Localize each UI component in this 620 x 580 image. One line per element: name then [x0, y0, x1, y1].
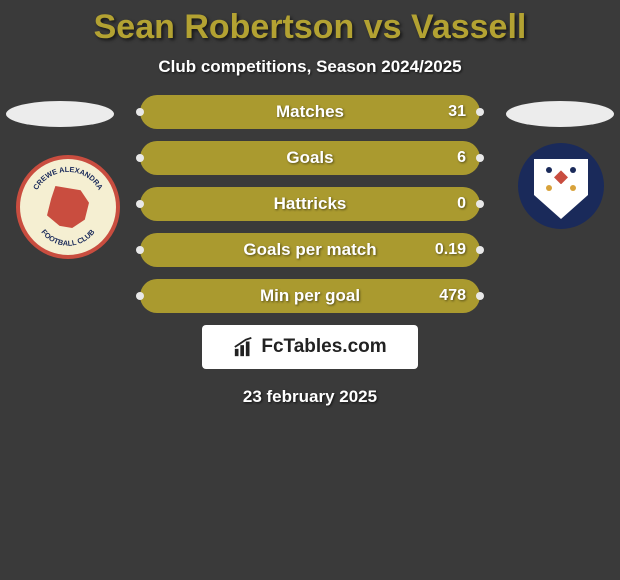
chart-icon	[233, 336, 255, 358]
crest-left-top-text: CREWE ALEXANDRA	[31, 165, 105, 192]
content-area: CREWE ALEXANDRA FOOTBALL CLUB Matches 31	[0, 95, 620, 407]
footer-date: 23 february 2025	[0, 387, 620, 407]
stat-row-mpg: Min per goal 478	[140, 279, 480, 313]
row-left-cap	[136, 154, 144, 162]
shield-dot	[570, 167, 576, 173]
stat-row-gpm: Goals per match 0.19	[140, 233, 480, 267]
brand-text: FcTables.com	[261, 336, 386, 358]
stat-value-right: 31	[448, 103, 466, 121]
left-club-crest: CREWE ALEXANDRA FOOTBALL CLUB	[16, 155, 120, 259]
stat-rows: Matches 31 Goals 6 Hattricks 0 Goals per…	[140, 95, 480, 313]
subtitle: Club competitions, Season 2024/2025	[0, 57, 620, 77]
row-right-cap	[476, 154, 484, 162]
stat-label: Goals per match	[243, 240, 376, 260]
stat-value-right: 478	[439, 287, 466, 305]
stat-label: Matches	[276, 102, 344, 122]
svg-text:CREWE ALEXANDRA: CREWE ALEXANDRA	[31, 165, 105, 192]
shield-icon	[534, 159, 588, 219]
stat-label: Hattricks	[274, 194, 347, 214]
row-right-cap	[476, 108, 484, 116]
stat-label: Goals	[286, 148, 333, 168]
row-left-cap	[136, 108, 144, 116]
shield-dot	[546, 167, 552, 173]
stat-row-matches: Matches 31	[140, 95, 480, 129]
row-right-cap	[476, 292, 484, 300]
stat-label: Min per goal	[260, 286, 360, 306]
svg-text:FOOTBALL CLUB: FOOTBALL CLUB	[39, 228, 96, 248]
stat-value-right: 0	[457, 195, 466, 213]
stat-value-right: 6	[457, 149, 466, 167]
main-title: Sean Robertson vs Vassell	[0, 8, 620, 47]
row-left-cap	[136, 246, 144, 254]
stat-row-goals: Goals 6	[140, 141, 480, 175]
row-left-cap	[136, 292, 144, 300]
brand-box: FcTables.com	[202, 325, 418, 369]
infographic-container: Sean Robertson vs Vassell Club competiti…	[0, 0, 620, 407]
row-right-cap	[476, 200, 484, 208]
shield-dot	[546, 185, 552, 191]
row-left-cap	[136, 200, 144, 208]
right-club-crest	[518, 143, 604, 229]
shield-dot	[570, 185, 576, 191]
stat-value-right: 0.19	[435, 241, 466, 259]
left-player-oval	[6, 101, 114, 127]
row-right-cap	[476, 246, 484, 254]
crest-left-bottom-text: FOOTBALL CLUB	[39, 228, 96, 248]
stat-row-hattricks: Hattricks 0	[140, 187, 480, 221]
right-player-oval	[506, 101, 614, 127]
